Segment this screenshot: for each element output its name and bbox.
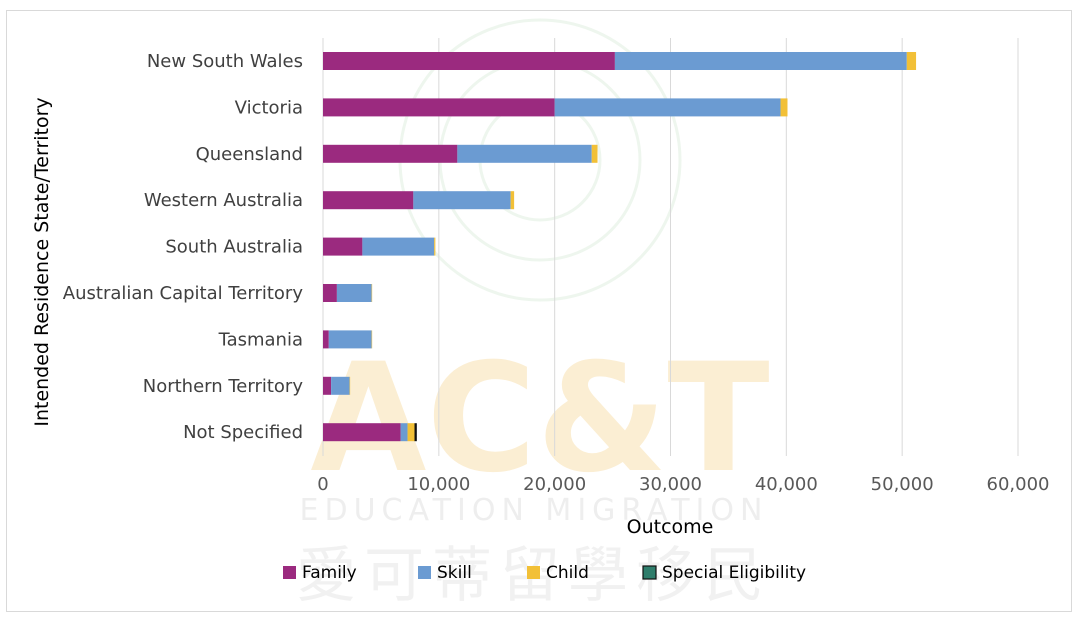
bar-family-western-australia: [323, 191, 414, 210]
bar-family-not-specified: [323, 423, 401, 442]
bar-family-victoria: [323, 98, 555, 117]
bar-skill-south-australia: [362, 237, 435, 256]
category-label: South Australia: [165, 237, 303, 258]
legend-swatch-skill: [418, 566, 431, 579]
bar-skill-victoria: [554, 98, 781, 117]
bar-child-western-australia: [510, 191, 515, 210]
x-tick-label: 10,000: [407, 474, 470, 495]
bar-child-queensland: [591, 144, 598, 163]
category-label: Australian Capital Territory: [63, 283, 304, 304]
category-labels: New South Wales Victoria Queensland Western…: [63, 51, 304, 443]
bar-family-queensland: [323, 144, 458, 163]
x-tick-label: 50,000: [871, 474, 934, 495]
watermark-letters: AC&T: [310, 332, 769, 506]
x-tick-label: 0: [317, 474, 328, 495]
x-tick-labels: 0 10,000 20,000 30,000 40,000 50,000 60,000: [317, 474, 1049, 495]
bar-child-australian-capital-territory: [371, 284, 373, 302]
category-label: Western Australia: [144, 190, 303, 211]
legend-swatch-child: [527, 566, 540, 579]
x-axis-title: Outcome: [627, 516, 714, 538]
bar-child-victoria: [780, 98, 788, 117]
legend-swatch-special-eligibility: [642, 565, 657, 580]
bar-family-new-south-wales: [323, 52, 615, 70]
legend-label-child: Child: [546, 563, 589, 583]
bar-skill-queensland: [457, 144, 592, 163]
bar-family-south-australia: [323, 237, 363, 256]
bar-child-northern-territory: [349, 376, 351, 395]
legend-label-skill: Skill: [437, 563, 472, 583]
category-label: Victoria: [235, 97, 303, 118]
category-label: Northern Territory: [143, 376, 304, 397]
x-tick-label: 20,000: [523, 474, 586, 495]
bar-skill-australian-capital-territory: [336, 284, 372, 302]
bars: [323, 52, 917, 442]
x-tick-label: 30,000: [639, 474, 702, 495]
category-label: Queensland: [196, 144, 303, 165]
x-tick-label: 40,000: [755, 474, 818, 495]
bar-special-eligibility-not-specified: [414, 423, 417, 442]
bar-skill-tasmania: [328, 330, 372, 349]
x-tick-label: 60,000: [987, 474, 1050, 495]
watermark: AC&T EDUCATION MIGRATION 愛可蒂留學移民: [296, 18, 770, 611]
bar-child-tasmania: [371, 330, 373, 349]
legend-label-family: Family: [302, 563, 357, 583]
category-label: Not Specified: [183, 422, 303, 443]
bar-skill-northern-territory: [331, 376, 350, 395]
bar-skill-not-specified: [400, 423, 408, 442]
bar-child-south-australia: [434, 237, 436, 256]
watermark-subtitle: EDUCATION MIGRATION: [300, 493, 769, 528]
bar-child-not-specified: [407, 423, 415, 442]
bar-child-new-south-wales: [906, 52, 917, 70]
bar-skill-new-south-wales: [614, 52, 907, 70]
category-label: New South Wales: [147, 51, 303, 72]
bar-family-australian-capital-territory: [323, 284, 337, 302]
legend-label-special-eligibility: Special Eligibility: [662, 563, 806, 583]
legend-swatch-family: [283, 566, 296, 579]
bar-skill-western-australia: [413, 191, 511, 210]
bar-family-northern-territory: [323, 376, 332, 395]
legend: Family Skill Child Special Eligibility: [283, 563, 806, 583]
category-label: Tasmania: [218, 329, 303, 350]
bar-family-tasmania: [323, 330, 329, 349]
y-axis-title: Intended Residence State/Territory: [31, 97, 53, 426]
